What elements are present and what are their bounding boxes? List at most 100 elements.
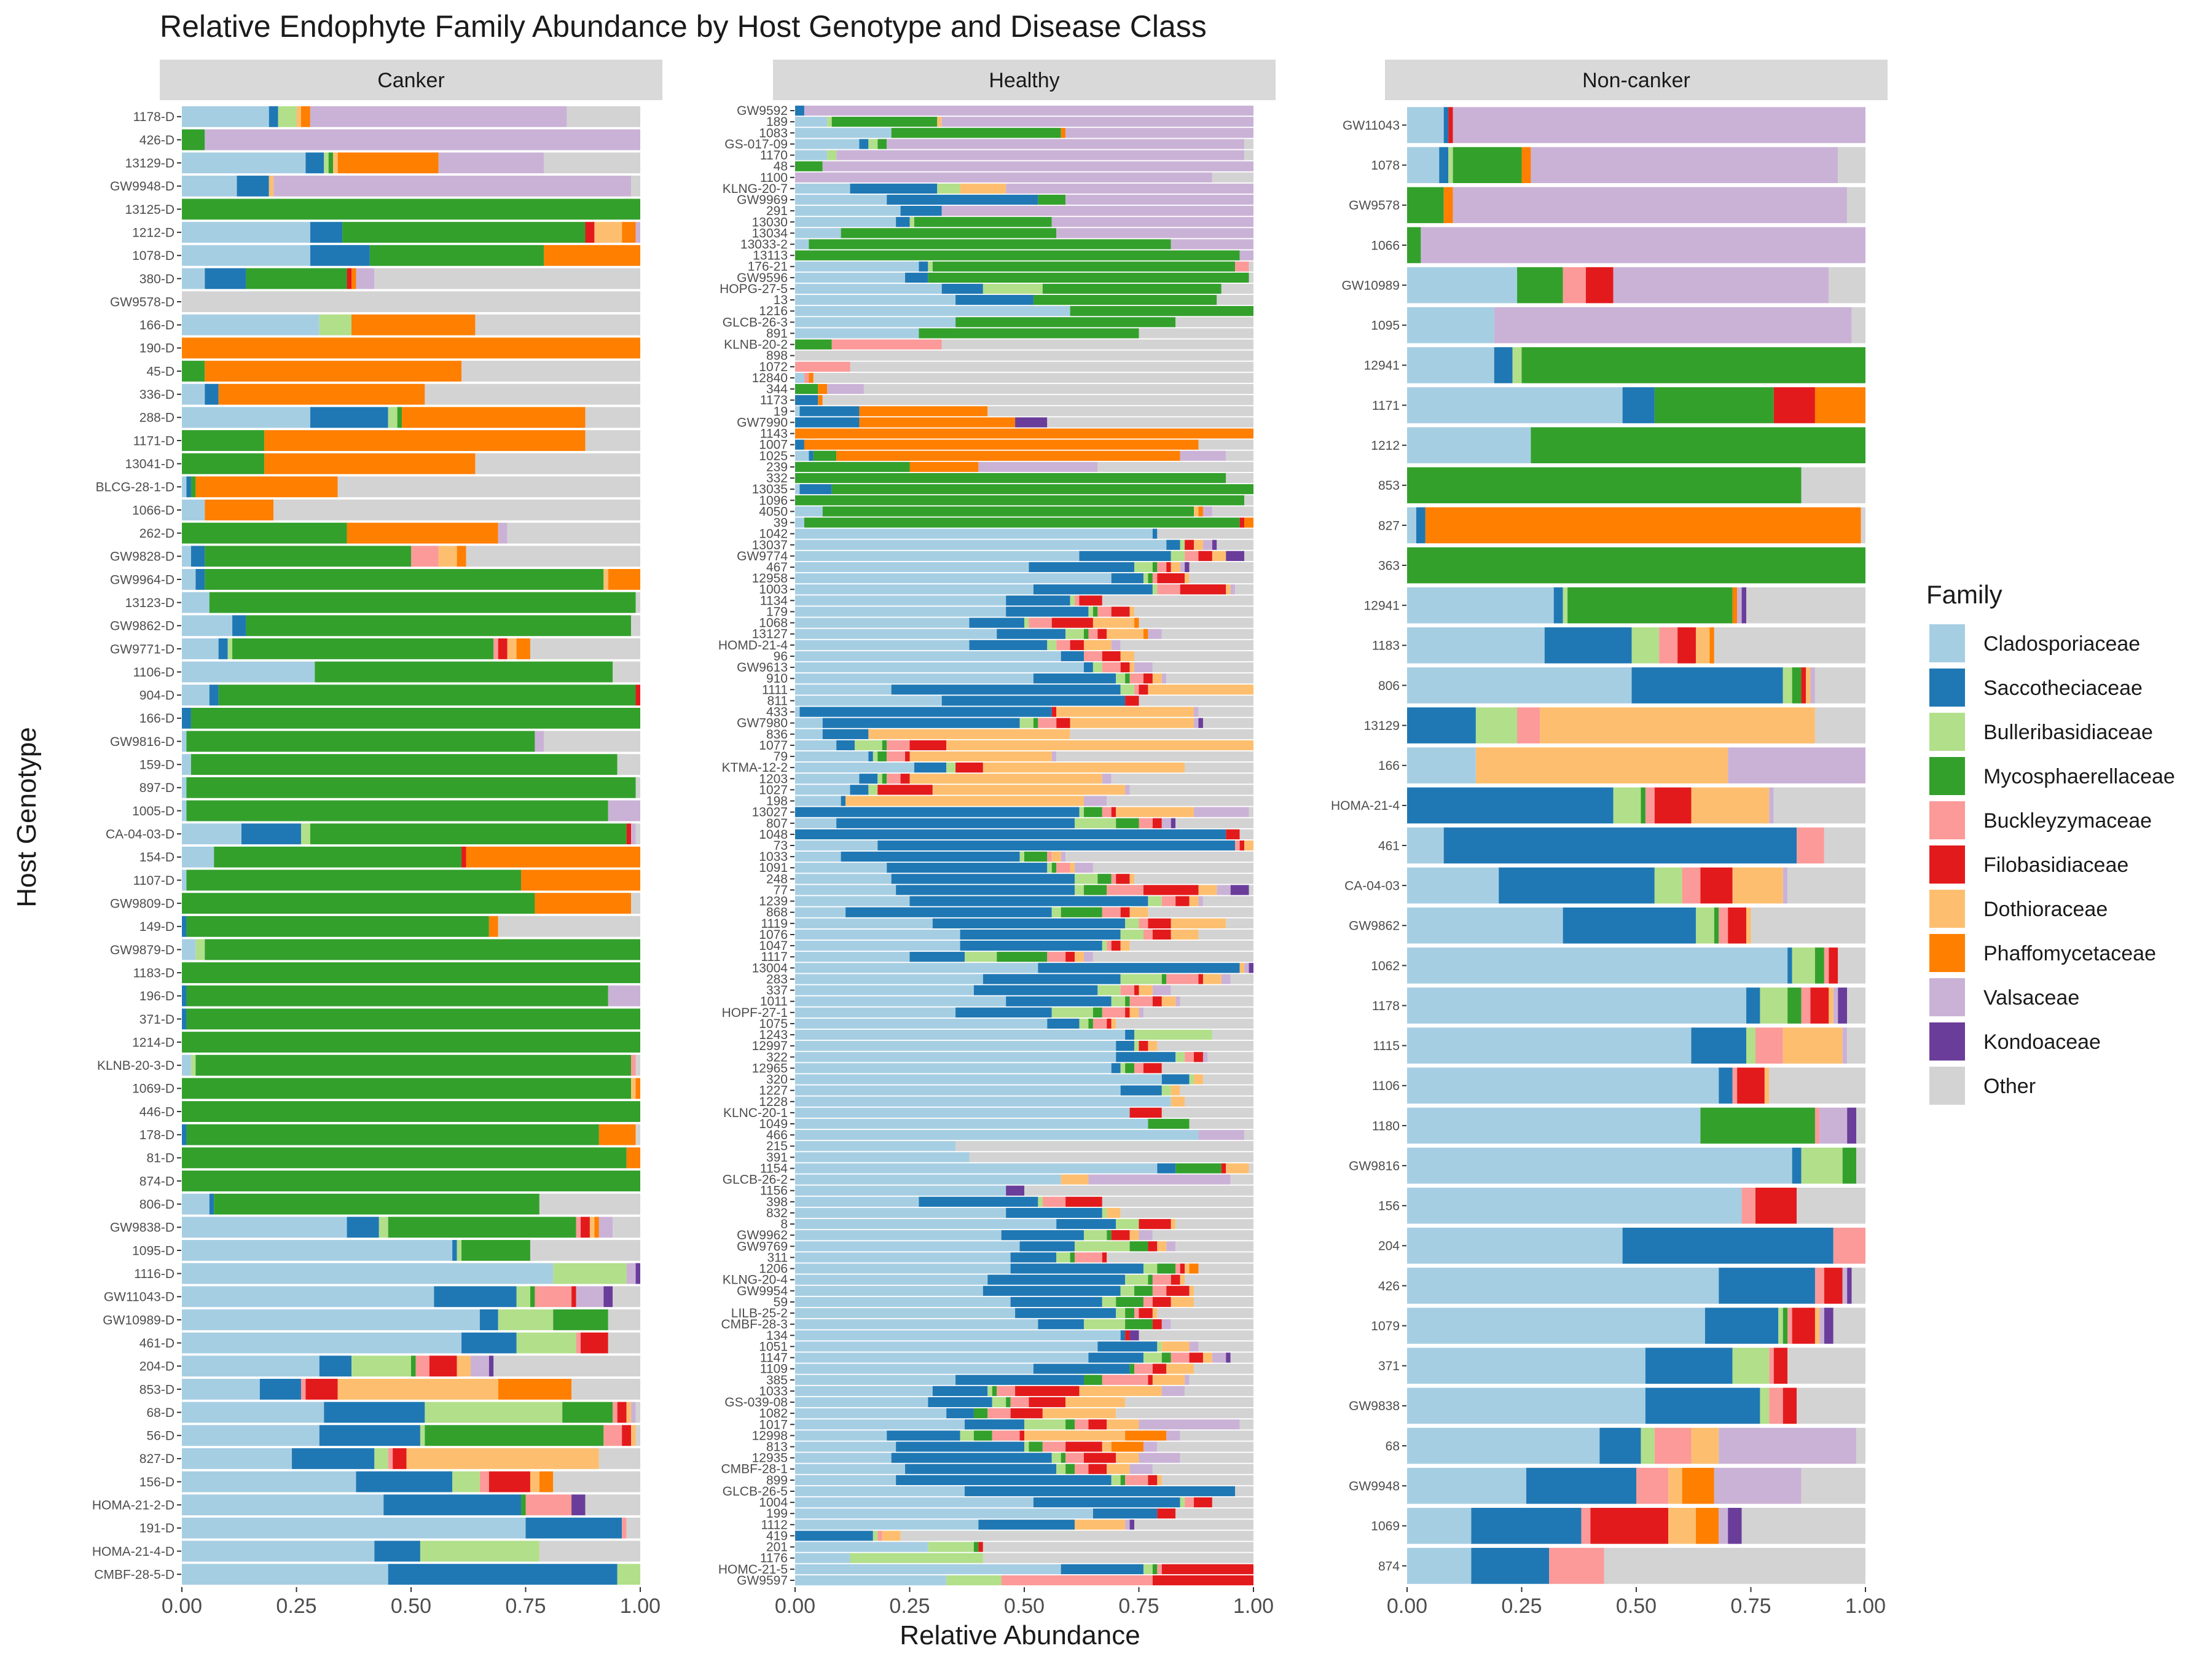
bar-segment-saccotheciaceae <box>1038 963 1240 973</box>
bar-segment-filobasidiaceae <box>1221 1163 1226 1174</box>
y-tick-label: 426 <box>1378 1279 1400 1293</box>
bar-segment-kondoaceae <box>1728 1507 1742 1544</box>
y-tick-label: 13129 <box>1364 719 1400 733</box>
bar-segment-bulleribasidiaceae <box>1157 1341 1162 1352</box>
bar-segment-saccotheciaceae <box>928 1397 992 1408</box>
bar-segment-mycosphaerellaceae <box>1065 1419 1075 1430</box>
bar-segment-valsaceae <box>1166 1430 1180 1441</box>
bar-segment-filobasidiaceae <box>1590 1507 1669 1544</box>
bar-segment-saccotheciaceae <box>1010 1296 1102 1308</box>
bar-segment-cladosporiaceae <box>795 1196 919 1207</box>
bar-segment-cladosporiaceae <box>1407 1507 1472 1544</box>
bar-segment-other <box>613 1217 640 1238</box>
bar-segment-filobasidiaceae <box>1143 673 1153 684</box>
bar-segment-bulleribasidiaceae <box>1079 807 1084 817</box>
bar-segment-saccotheciaceae <box>909 896 1148 906</box>
bar-segment-dothioraceae <box>1764 1067 1770 1104</box>
bar-segment-saccotheciaceae <box>1645 1347 1733 1384</box>
bar-segment-cladosporiaceae <box>795 1174 1061 1185</box>
bar-segment-cladosporiaceae <box>795 1553 850 1563</box>
bar-segment-dothioraceae <box>333 152 338 174</box>
bar-segment-buckleyzymaceae <box>1563 267 1586 304</box>
y-tick-label: GW9838-D <box>110 1221 175 1235</box>
bar-segment-mycosphaerellaceae <box>182 453 265 474</box>
bar-segment-filobasidiaceae <box>626 823 632 845</box>
bar-segment-phaffomycetaceae <box>1198 506 1203 517</box>
y-tick-label: GW9948-D <box>110 179 175 194</box>
bar-segment-cladosporiaceae <box>795 194 887 205</box>
bar-segment-phaffomycetaceae <box>300 106 310 127</box>
bar-segment-filobasidiaceae <box>1829 947 1838 984</box>
bar-segment-cladosporiaceae <box>182 869 187 891</box>
bar-segment-buckleyzymaceae <box>1152 573 1158 584</box>
bar-segment-phaffomycetaceae <box>626 1147 640 1169</box>
bar-segment-mycosphaerellaceae <box>795 461 910 473</box>
bar-segment-cladosporiaceae <box>795 205 901 216</box>
bar-segment-kondoaceae <box>1185 562 1190 573</box>
bar-segment-buckleyzymaceae <box>1549 1548 1604 1584</box>
bar-segment-saccotheciaceae <box>1015 1308 1116 1319</box>
bar-segment-valsaceae <box>1198 896 1203 906</box>
bar-segment-bulleribasidiaceae <box>1075 1241 1130 1252</box>
bar-segment-saccotheciaceae <box>1494 347 1513 383</box>
bar-segment-saccotheciaceae <box>887 194 1038 205</box>
bar-segment-kondoaceae <box>1824 1308 1834 1344</box>
bar-segment-other <box>1152 1230 1253 1241</box>
y-tick-label: GW9774 <box>737 549 788 563</box>
bar-segment-bulleribasidiaceae <box>1475 707 1518 743</box>
bar-segment-buckleyzymaceae <box>1719 907 1728 944</box>
bar-segment-cladosporiaceae <box>182 175 237 197</box>
bar-segment-saccotheciaceae <box>241 823 301 845</box>
y-tick-label: 201 <box>766 1540 788 1555</box>
bar-segment-bulleribasidiaceae <box>1120 684 1135 695</box>
bar-segment-mycosphaerellaceae <box>186 985 608 1006</box>
bar-segment-filobasidiaceae <box>1120 907 1130 917</box>
bar-segment-valsaceae <box>1152 985 1171 995</box>
bar-segment-cladosporiaceae <box>182 1263 554 1284</box>
y-tick-label: 1017 <box>759 1418 788 1432</box>
bar-segment-mycosphaerellaceae <box>1792 667 1802 704</box>
bar-segment-dothioraceae <box>1079 1386 1162 1397</box>
bar-segment-cladosporiaceae <box>182 615 233 637</box>
bar-segment-mycosphaerellaceae <box>182 1147 627 1169</box>
bar-segment-phaffomycetaceae <box>804 439 1199 450</box>
bar-segment-bulleribasidiaceae <box>617 1564 640 1585</box>
bar-segment-other <box>1180 996 1253 1006</box>
bar-segment-mycosphaerellaceae <box>1083 807 1102 817</box>
bar-segment-filobasidiaceae <box>585 222 595 243</box>
bar-segment-cladosporiaceae <box>795 763 914 773</box>
bar-segment-other <box>1851 307 1865 343</box>
bar-segment-cladosporiaceae <box>795 1163 1158 1174</box>
bar-segment-dothioraceae <box>296 106 301 127</box>
bar-segment-other <box>1125 1397 1253 1408</box>
bar-segment-filobasidiaceae <box>1088 1419 1107 1430</box>
bar-segment-other <box>1120 1207 1253 1218</box>
y-tick-label: 166-D <box>139 712 175 726</box>
bar-segment-cladosporiaceae <box>182 1402 324 1423</box>
y-tick-label: 166-D <box>139 318 175 332</box>
y-tick-label: 13129-D <box>125 156 175 170</box>
y-tick-label: HOMC-21-5 <box>718 1563 788 1577</box>
y-tick-label: 1051 <box>759 1339 788 1354</box>
bar-segment-cladosporiaceae <box>182 546 191 567</box>
bar-segment-kondoaceae <box>1741 587 1747 624</box>
bar-segment-valsaceae <box>273 175 632 197</box>
bar-segment-filobasidiaceae <box>1107 1018 1112 1029</box>
bar-segment-saccotheciaceae <box>1407 707 1476 743</box>
bar-segment-other <box>1129 785 1253 795</box>
y-tick-label: 1183-D <box>133 966 175 980</box>
bar-segment-mycosphaerellaceae <box>1061 907 1102 917</box>
bar-segment-other <box>635 777 640 798</box>
y-tick-label: 874 <box>1378 1559 1400 1574</box>
bar-segment-other <box>1024 1185 1253 1196</box>
bar-segment-dothioraceae <box>1083 640 1112 650</box>
bar-segment-valsaceae <box>1202 506 1212 517</box>
bar-segment-mycosphaerellaceae <box>205 939 640 960</box>
bar-segment-bulleribasidiaceae <box>1143 573 1148 584</box>
y-tick-label: GW7990 <box>737 415 788 429</box>
bar-segment-buckleyzymaceae <box>887 740 910 751</box>
bar-segment-buckleyzymaceae <box>1102 1007 1126 1018</box>
y-tick-label: GW9964-D <box>110 573 175 587</box>
bar-segment-valsaceae <box>1125 1520 1130 1530</box>
y-tick-label: 1106-D <box>133 665 175 680</box>
